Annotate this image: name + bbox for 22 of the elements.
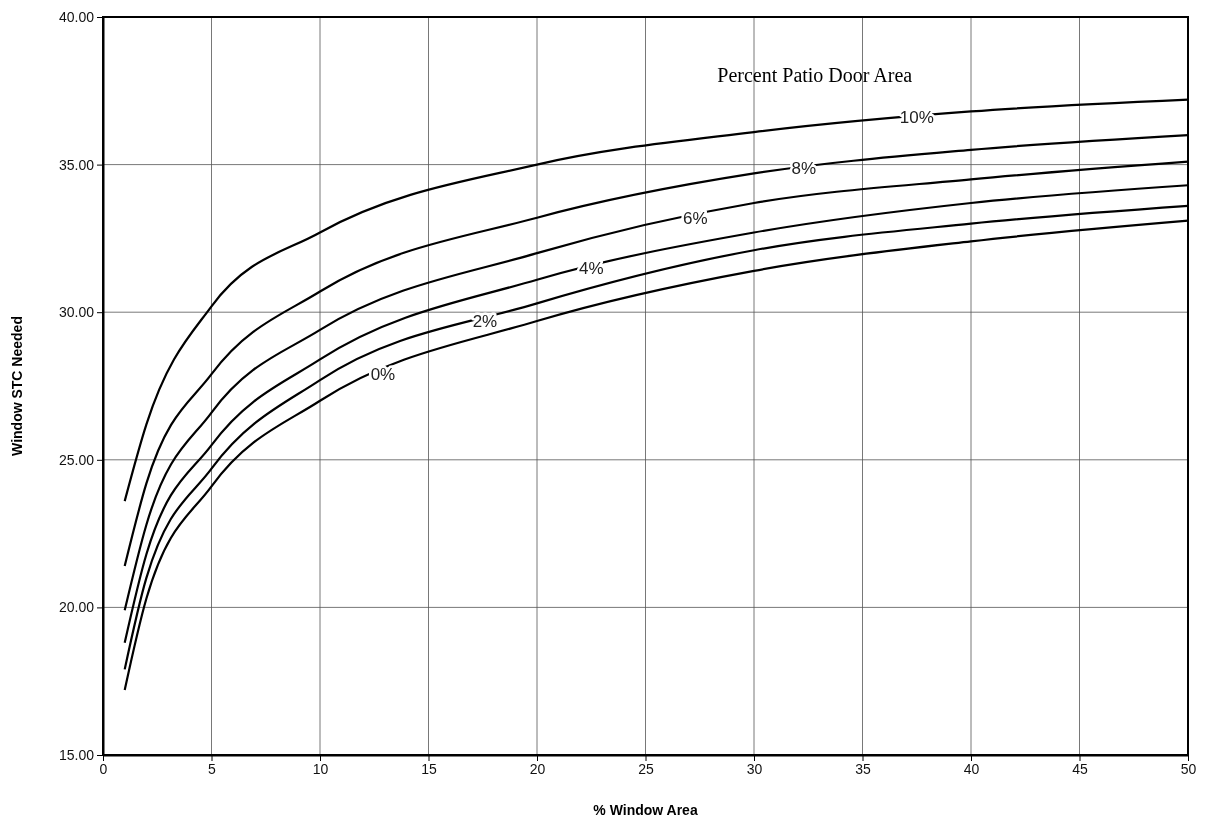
y-tick-label: 35.00 xyxy=(58,156,95,173)
y-tick-label: 20.00 xyxy=(58,599,95,616)
x-tick-label: 30 xyxy=(746,760,763,777)
legend-title: Percent Patio Door Area xyxy=(717,64,913,86)
y-tick-label: 25.00 xyxy=(58,451,95,468)
x-axis-title: % Window Area xyxy=(593,802,698,818)
x-tick-label: 25 xyxy=(638,760,654,777)
x-tick-label: 40 xyxy=(963,760,980,777)
x-tick-label: 10 xyxy=(312,760,329,777)
y-axis-title: Window STC Needed xyxy=(9,316,25,456)
x-tick-label: 35 xyxy=(855,760,871,777)
y-tick-label: 30.00 xyxy=(58,304,95,321)
x-tick-label: 20 xyxy=(529,760,546,777)
annotation: 0% xyxy=(370,365,396,385)
annotation: 2% xyxy=(472,312,498,332)
y-tick-label: 15.00 xyxy=(58,746,95,763)
x-tick-label: 5 xyxy=(208,760,217,777)
x-tick-label: 50 xyxy=(1180,760,1197,777)
x-tick-label: 45 xyxy=(1072,760,1088,777)
x-tick-label: 0 xyxy=(99,760,108,777)
y-tick-label: 40.00 xyxy=(58,8,95,25)
x-tick-label: 15 xyxy=(421,760,437,777)
